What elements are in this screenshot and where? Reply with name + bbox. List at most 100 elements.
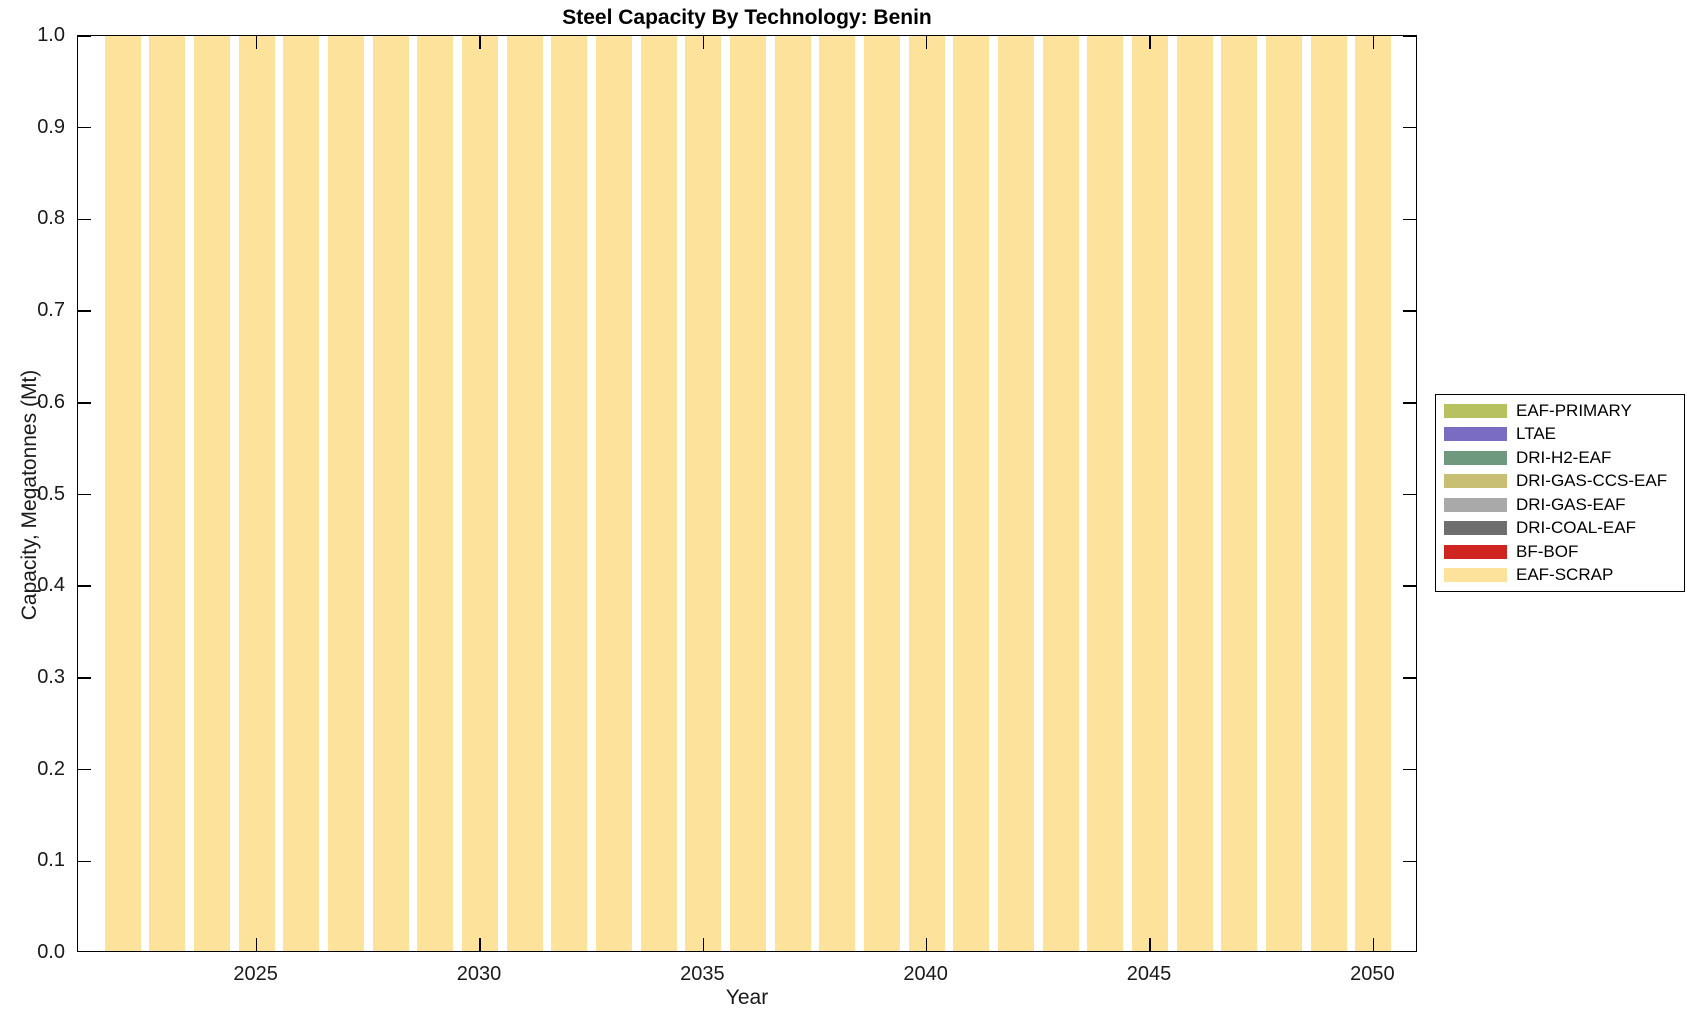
bar-EAF-SCRAP-2024 <box>194 36 230 951</box>
y-tick-label: 0.4 <box>37 574 65 597</box>
bar-EAF-SCRAP-2043 <box>1042 36 1079 951</box>
bar-EAF-SCRAP-2029 <box>417 36 454 951</box>
legend-label: LTAE <box>1516 424 1556 444</box>
bar-EAF-SCRAP-2032 <box>551 36 588 951</box>
legend-swatch-BF-BOF <box>1444 544 1507 559</box>
legend-item-DRI-GAS-CCS-EAF: DRI-GAS-CCS-EAF <box>1436 470 1684 492</box>
legend-swatch-DRI-GAS-CCS-EAF <box>1444 474 1507 489</box>
y-tick-label: 0.7 <box>37 299 65 322</box>
bar-EAF-SCRAP-2044 <box>1087 36 1124 951</box>
y-tick-right <box>1403 126 1416 129</box>
legend-label: BF-BOF <box>1516 541 1579 561</box>
bar-EAF-SCRAP-2034 <box>640 36 677 951</box>
bar-EAF-SCRAP-2050 <box>1355 36 1392 951</box>
y-tick-right <box>1403 218 1416 221</box>
y-tick-left <box>78 218 91 221</box>
x-tick-top <box>1372 36 1375 49</box>
bar-EAF-SCRAP-2035 <box>685 36 722 951</box>
x-tick-bottom <box>479 938 481 951</box>
x-tick-label: 2040 <box>903 963 948 985</box>
bar-EAF-SCRAP-2027 <box>328 36 364 951</box>
x-tick-top <box>1149 36 1151 49</box>
legend-item-LTAE: LTAE <box>1436 423 1684 445</box>
y-tick-left <box>78 402 91 404</box>
legend-label: DRI-GAS-CCS-EAF <box>1516 471 1668 491</box>
bar-EAF-SCRAP-2025 <box>238 36 275 951</box>
bar-EAF-SCRAP-2045 <box>1132 36 1168 951</box>
x-tick-top <box>702 36 705 49</box>
y-tick-right <box>1403 36 1416 37</box>
legend-swatch-LTAE <box>1444 427 1507 442</box>
plot-area <box>78 36 1416 951</box>
bar-EAF-SCRAP-2023 <box>149 36 186 951</box>
y-tick-label: 1.0 <box>37 24 65 46</box>
legend-label: DRI-GAS-EAF <box>1516 494 1626 514</box>
y-tick-label: 0.9 <box>37 115 65 138</box>
legend-swatch-EAF-PRIMARY <box>1444 403 1507 418</box>
y-tick-right <box>1403 768 1416 771</box>
x-tick-bottom <box>1149 938 1151 951</box>
legend-item-DRI-COAL-EAF: DRI-COAL-EAF <box>1436 517 1684 539</box>
y-tick-label: 0.5 <box>37 482 65 505</box>
y-tick-left <box>78 677 91 679</box>
x-tick-top <box>925 36 928 49</box>
bar-EAF-SCRAP-2047 <box>1221 36 1258 951</box>
y-tick-right <box>1403 677 1416 679</box>
bar-EAF-SCRAP-2042 <box>998 36 1034 951</box>
bar-EAF-SCRAP-2041 <box>953 36 990 951</box>
x-tick-bottom <box>1372 938 1375 951</box>
y-tick-right <box>1403 402 1416 404</box>
bar-EAF-SCRAP-2037 <box>774 36 811 951</box>
x-tick-label: 2045 <box>1126 963 1172 985</box>
legend-swatch-DRI-GAS-EAF <box>1444 497 1507 512</box>
legend-item-BF-BOF: BF-BOF <box>1436 541 1684 563</box>
bar-EAF-SCRAP-2022 <box>104 36 141 951</box>
y-tick-left <box>78 768 91 771</box>
legend-label: EAF-SCRAP <box>1516 565 1614 585</box>
x-tick-label: 2050 <box>1350 963 1395 985</box>
bar-EAF-SCRAP-2040 <box>908 36 945 951</box>
y-tick-right <box>1403 585 1416 587</box>
legend-swatch-EAF-SCRAP <box>1444 568 1507 583</box>
x-tick-label: 2035 <box>680 963 725 985</box>
y-tick-label: 0.3 <box>37 665 65 688</box>
legend-item-DRI-H2-EAF: DRI-H2-EAF <box>1436 447 1684 469</box>
y-tick-right <box>1403 493 1416 496</box>
bar-EAF-SCRAP-2048 <box>1266 36 1302 951</box>
legend-item-EAF-SCRAP: EAF-SCRAP <box>1436 564 1684 586</box>
bar-EAF-SCRAP-2038 <box>819 36 856 951</box>
legend-label: DRI-COAL-EAF <box>1516 518 1636 538</box>
x-axis-label: Year <box>725 986 769 1009</box>
legend-item-DRI-GAS-EAF: DRI-GAS-EAF <box>1436 494 1684 516</box>
legend-label: DRI-H2-EAF <box>1516 447 1612 467</box>
bar-EAF-SCRAP-2036 <box>730 36 766 951</box>
y-tick-left <box>78 860 91 863</box>
bar-EAF-SCRAP-2028 <box>372 36 409 951</box>
legend-swatch-DRI-H2-EAF <box>1444 450 1507 465</box>
y-tick-left <box>78 493 91 496</box>
legend-item-EAF-PRIMARY: EAF-PRIMARY <box>1436 400 1684 422</box>
y-tick-label: 0.1 <box>37 849 65 872</box>
x-tick-bottom <box>255 938 258 951</box>
y-tick-right <box>1403 310 1416 312</box>
x-tick-top <box>255 36 258 49</box>
plot-box <box>77 35 1417 952</box>
bar-EAF-SCRAP-2031 <box>506 36 543 951</box>
y-tick-left <box>78 585 91 587</box>
x-tick-bottom <box>702 938 705 951</box>
y-tick-left <box>78 126 91 129</box>
bar-EAF-SCRAP-2046 <box>1176 36 1213 951</box>
bar-EAF-SCRAP-2030 <box>462 36 498 951</box>
bar-EAF-SCRAP-2049 <box>1310 36 1347 951</box>
y-tick-left <box>78 310 91 312</box>
y-tick-label: 0.2 <box>37 757 65 780</box>
x-tick-bottom <box>925 938 928 951</box>
bar-EAF-SCRAP-2026 <box>283 36 320 951</box>
legend: EAF-PRIMARY LTAE DRI-H2-EAF DRI-GAS-CCS-EAF… <box>1435 394 1685 592</box>
y-tick-label: 0.0 <box>37 941 65 963</box>
x-tick-label: 2030 <box>456 963 502 985</box>
bar-EAF-SCRAP-2033 <box>596 36 632 951</box>
y-tick-right <box>1403 860 1416 863</box>
chart-title: Steel Capacity By Technology: Benin <box>562 6 932 29</box>
